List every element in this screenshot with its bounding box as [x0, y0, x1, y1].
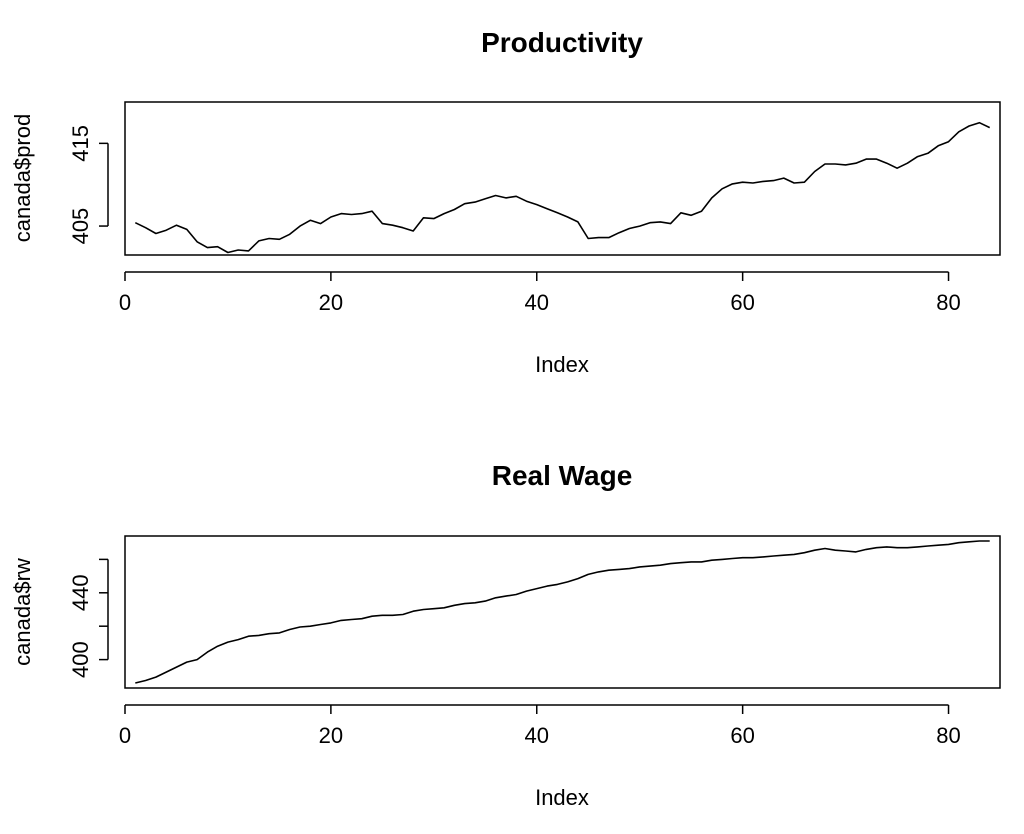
x-tick-label: 20: [319, 290, 343, 315]
x-axis-label: Index: [535, 352, 589, 377]
y-tick-label: 405: [68, 208, 93, 245]
chart-title: Real Wage: [492, 460, 633, 491]
y-axis: 405 415: [68, 125, 109, 245]
y-tick-label: 415: [68, 125, 93, 162]
y-axis: 400 440: [68, 558, 109, 678]
chart-title: Productivity: [481, 27, 643, 58]
plot-box: [124, 535, 1001, 689]
x-tick-label: 80: [936, 723, 960, 748]
x-tick-label: 60: [730, 723, 754, 748]
x-tick-label: 20: [319, 723, 343, 748]
y-axis-label: canada$rw: [10, 558, 35, 666]
x-tick-label: 80: [936, 290, 960, 315]
x-tick-label: 40: [525, 290, 549, 315]
y-axis-label: canada$prod: [10, 114, 35, 242]
series-line: [135, 540, 990, 684]
x-axis: 0 20 40 60 80: [119, 704, 961, 748]
plot-box: [124, 101, 1001, 256]
panel-real-wage: Real Wage Index canada$rw 0 20 40 60 80 4004…: [10, 460, 1001, 810]
x-axis: 0 20 40 60 80: [119, 271, 961, 315]
y-tick-label: 400: [68, 641, 93, 678]
x-tick-label: 0: [119, 290, 131, 315]
x-tick-label: 60: [730, 290, 754, 315]
x-axis-label: Index: [535, 785, 589, 810]
x-tick-label: 0: [119, 723, 131, 748]
series-line: [134, 121, 991, 254]
panel-productivity: Productivity Index canada$prod 0 20 40 60 80…: [10, 27, 1001, 377]
x-tick-label: 40: [525, 723, 549, 748]
y-tick-label: 440: [68, 574, 93, 611]
